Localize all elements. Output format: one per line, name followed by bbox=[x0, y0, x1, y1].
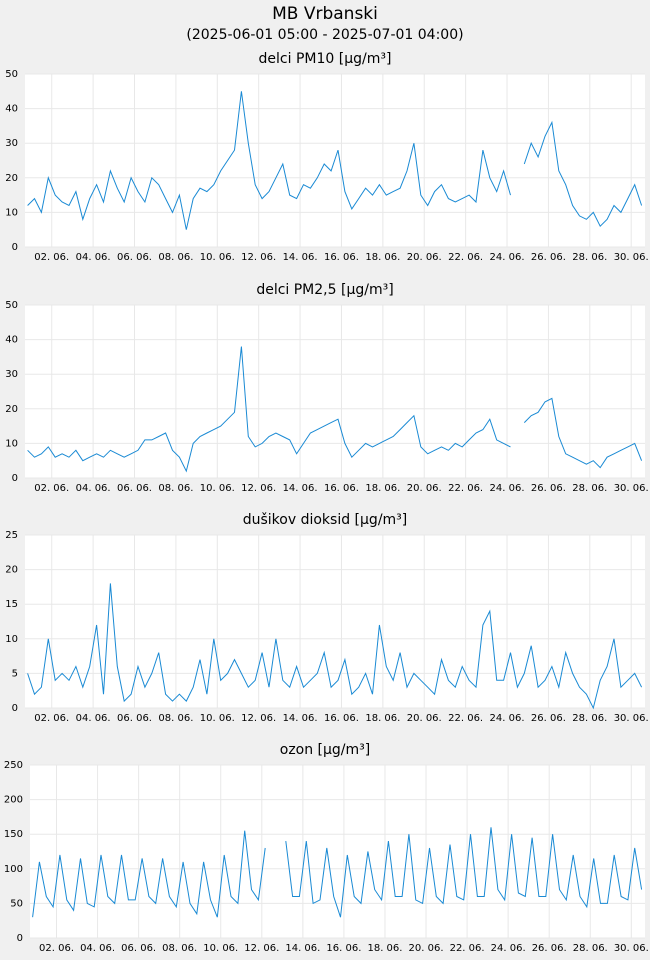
x-tick-label: 04. 06. bbox=[80, 943, 115, 954]
x-tick-label: 14. 06. bbox=[283, 252, 318, 263]
data-line bbox=[32, 827, 643, 918]
x-tick-label: 12. 06. bbox=[244, 943, 279, 954]
panel-title: delci PM2,5 [µg/m³] bbox=[256, 282, 393, 298]
panel-title: delci PM10 [µg/m³] bbox=[259, 51, 392, 67]
data-line bbox=[27, 91, 643, 230]
y-tick-label: 0 bbox=[12, 242, 18, 253]
data-line bbox=[27, 583, 643, 710]
x-tick-label: 02. 06. bbox=[34, 713, 69, 724]
y-tick-label: 10 bbox=[5, 207, 18, 218]
plot-area bbox=[25, 305, 645, 478]
x-tick-label: 26. 06. bbox=[531, 483, 566, 494]
x-tick-label: 14. 06. bbox=[283, 483, 318, 494]
x-tick-label: 04. 06. bbox=[76, 252, 111, 263]
y-tick-label: 5 bbox=[12, 668, 18, 679]
x-tick-label: 04. 06. bbox=[76, 713, 111, 724]
x-tick-label: 12. 06. bbox=[241, 483, 276, 494]
x-tick-label: 02. 06. bbox=[34, 483, 69, 494]
x-tick-label: 18. 06. bbox=[365, 713, 400, 724]
panel-title: ozon [µg/m³] bbox=[280, 742, 371, 758]
x-tick-label: 10. 06. bbox=[200, 483, 235, 494]
x-tick-label: 26. 06. bbox=[532, 943, 567, 954]
y-tick-label: 40 bbox=[5, 335, 18, 346]
x-tick-label: 20. 06. bbox=[409, 943, 444, 954]
x-tick-label: 24. 06. bbox=[490, 713, 525, 724]
x-tick-label: 02. 06. bbox=[39, 943, 74, 954]
x-tick-label: 16. 06. bbox=[324, 252, 359, 263]
y-tick-label: 50 bbox=[5, 69, 18, 80]
y-tick-label: 30 bbox=[5, 138, 18, 149]
x-tick-label: 30. 06. bbox=[614, 483, 649, 494]
page-subtitle: (2025-06-01 05:00 - 2025-07-01 04:00) bbox=[186, 27, 463, 43]
x-tick-label: 24. 06. bbox=[491, 943, 526, 954]
x-tick-label: 28. 06. bbox=[573, 943, 608, 954]
x-tick-label: 24. 06. bbox=[490, 252, 525, 263]
y-tick-label: 15 bbox=[5, 599, 18, 610]
x-tick-label: 20. 06. bbox=[407, 483, 442, 494]
x-tick-label: 30. 06. bbox=[614, 943, 649, 954]
y-tick-label: 250 bbox=[4, 760, 23, 771]
plot-area bbox=[30, 765, 645, 938]
data-line bbox=[27, 346, 643, 473]
x-tick-label: 18. 06. bbox=[365, 252, 400, 263]
y-tick-label: 0 bbox=[12, 473, 18, 484]
x-tick-label: 02. 06. bbox=[34, 252, 69, 263]
x-tick-label: 28. 06. bbox=[572, 713, 607, 724]
x-tick-label: 22. 06. bbox=[448, 252, 483, 263]
x-tick-label: 28. 06. bbox=[572, 483, 607, 494]
y-tick-label: 30 bbox=[5, 369, 18, 380]
x-tick-label: 22. 06. bbox=[450, 943, 485, 954]
x-tick-label: 16. 06. bbox=[326, 943, 361, 954]
y-tick-label: 40 bbox=[5, 104, 18, 115]
y-tick-label: 100 bbox=[4, 864, 23, 875]
plot-area bbox=[25, 535, 645, 708]
x-tick-label: 16. 06. bbox=[324, 713, 359, 724]
x-tick-label: 06. 06. bbox=[117, 252, 152, 263]
y-tick-label: 50 bbox=[10, 898, 23, 909]
x-tick-label: 06. 06. bbox=[117, 713, 152, 724]
y-tick-label: 20 bbox=[5, 565, 18, 576]
x-tick-label: 20. 06. bbox=[407, 252, 442, 263]
x-tick-label: 30. 06. bbox=[614, 252, 649, 263]
y-tick-label: 0 bbox=[17, 933, 23, 944]
x-tick-label: 18. 06. bbox=[365, 483, 400, 494]
x-tick-label: 08. 06. bbox=[158, 483, 193, 494]
x-tick-label: 20. 06. bbox=[407, 713, 442, 724]
x-tick-label: 04. 06. bbox=[76, 483, 111, 494]
y-tick-label: 150 bbox=[4, 829, 23, 840]
y-tick-label: 25 bbox=[5, 530, 18, 541]
y-tick-label: 200 bbox=[4, 795, 23, 806]
x-tick-label: 10. 06. bbox=[200, 713, 235, 724]
y-tick-label: 20 bbox=[5, 404, 18, 415]
x-tick-label: 14. 06. bbox=[283, 713, 318, 724]
x-tick-label: 22. 06. bbox=[448, 713, 483, 724]
y-tick-label: 0 bbox=[12, 703, 18, 714]
y-tick-label: 20 bbox=[5, 173, 18, 184]
y-tick-label: 50 bbox=[5, 300, 18, 311]
y-tick-label: 10 bbox=[5, 634, 18, 645]
x-tick-label: 12. 06. bbox=[241, 252, 276, 263]
x-tick-label: 24. 06. bbox=[490, 483, 525, 494]
x-tick-label: 26. 06. bbox=[531, 252, 566, 263]
x-tick-label: 28. 06. bbox=[572, 252, 607, 263]
x-tick-label: 10. 06. bbox=[200, 252, 235, 263]
x-tick-label: 26. 06. bbox=[531, 713, 566, 724]
x-tick-label: 18. 06. bbox=[367, 943, 402, 954]
x-tick-label: 12. 06. bbox=[241, 713, 276, 724]
panel-title: dušikov dioksid [µg/m³] bbox=[243, 512, 408, 528]
x-tick-label: 08. 06. bbox=[162, 943, 197, 954]
y-tick-label: 10 bbox=[5, 438, 18, 449]
x-tick-label: 08. 06. bbox=[158, 252, 193, 263]
x-tick-label: 08. 06. bbox=[158, 713, 193, 724]
x-tick-label: 16. 06. bbox=[324, 483, 359, 494]
x-tick-label: 22. 06. bbox=[448, 483, 483, 494]
x-tick-label: 06. 06. bbox=[117, 483, 152, 494]
x-tick-label: 06. 06. bbox=[121, 943, 156, 954]
page-title: MB Vrbanski bbox=[272, 4, 378, 24]
x-tick-label: 10. 06. bbox=[203, 943, 238, 954]
x-tick-label: 30. 06. bbox=[614, 713, 649, 724]
x-tick-label: 14. 06. bbox=[285, 943, 320, 954]
